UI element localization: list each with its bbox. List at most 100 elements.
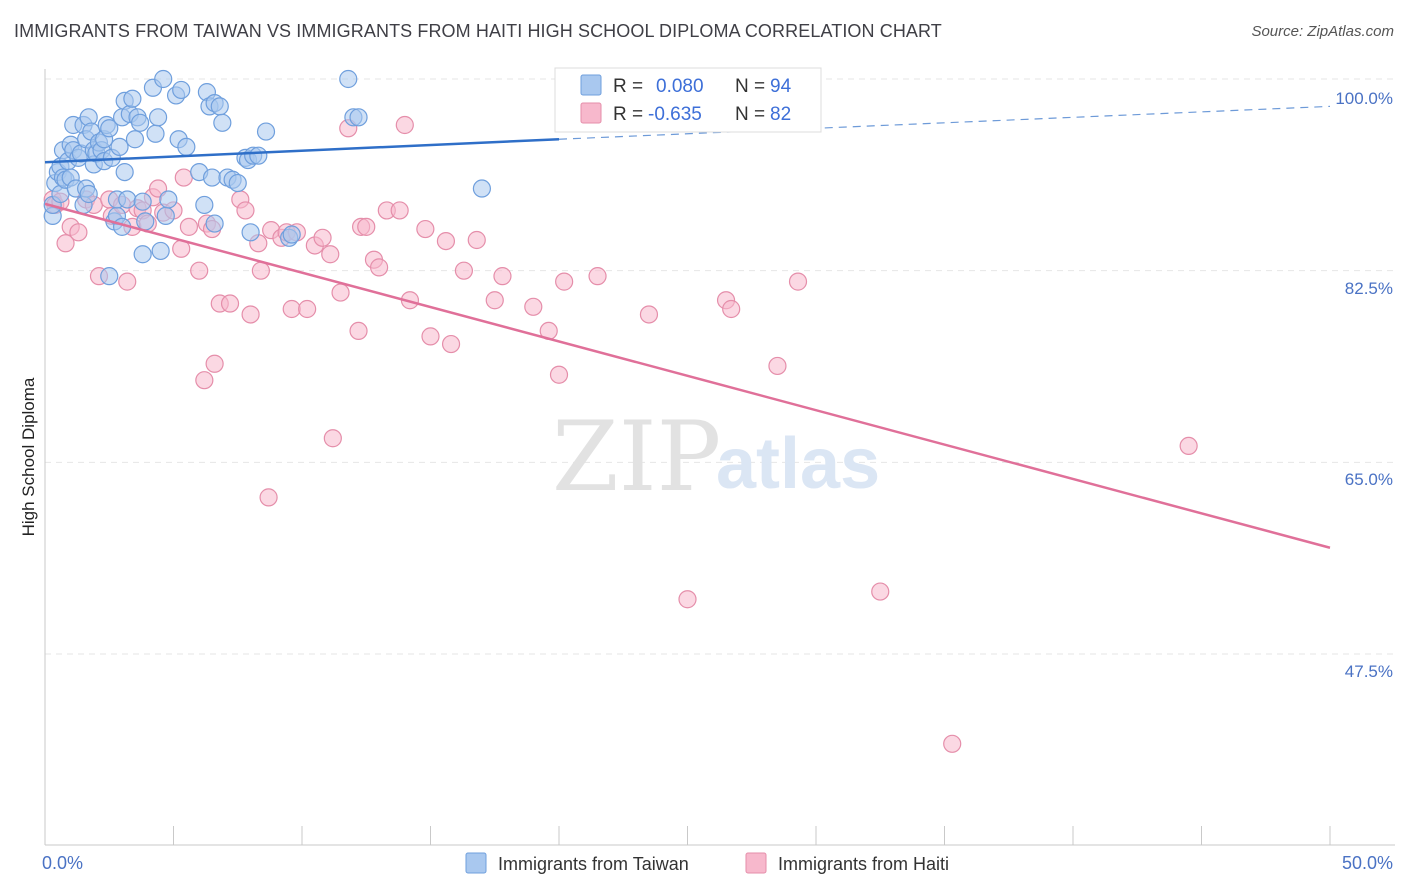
haiti-point bbox=[454, 261, 474, 280]
haiti-point bbox=[370, 258, 389, 277]
haiti-point bbox=[421, 327, 440, 346]
taiwan-point bbox=[100, 267, 119, 286]
taiwan-point bbox=[133, 192, 152, 211]
taiwan-point bbox=[282, 225, 301, 244]
haiti-point bbox=[259, 488, 278, 507]
taiwan-point bbox=[133, 245, 152, 264]
taiwan-point bbox=[256, 122, 276, 141]
haiti-point bbox=[56, 234, 75, 253]
haiti-point bbox=[205, 354, 224, 373]
haiti-point bbox=[251, 261, 270, 280]
taiwan-point bbox=[213, 113, 232, 132]
y-tick-label: 100.0% bbox=[1335, 89, 1393, 108]
y-axis-tick-labels: 100.0% 82.5% 65.0% 47.5% bbox=[1335, 89, 1393, 681]
haiti-series bbox=[43, 115, 1198, 753]
taiwan-point bbox=[228, 173, 247, 193]
chart-title: IMMIGRANTS FROM TAIWAN VS IMMIGRANTS FRO… bbox=[14, 21, 942, 41]
legend-haiti-swatch bbox=[745, 852, 767, 874]
taiwan-point bbox=[125, 130, 145, 149]
haiti-point bbox=[241, 305, 260, 324]
haiti-point bbox=[313, 228, 332, 247]
taiwan-point bbox=[339, 69, 358, 89]
y-tick-label: 65.0% bbox=[1345, 470, 1393, 489]
taiwan-point bbox=[110, 137, 129, 157]
taiwan-n-label: N = bbox=[735, 76, 765, 97]
taiwan-point bbox=[130, 113, 150, 132]
haiti-point bbox=[282, 299, 301, 319]
taiwan-point bbox=[154, 69, 173, 89]
series-legend: Immigrants from Taiwan Immigrants from H… bbox=[465, 852, 949, 874]
haiti-point bbox=[441, 334, 461, 354]
haiti-point bbox=[788, 272, 808, 291]
taiwan-r-value: 0.080 bbox=[656, 76, 704, 97]
watermark-atlas: atlas bbox=[716, 424, 880, 504]
haiti-point bbox=[69, 223, 88, 242]
haiti-point bbox=[467, 230, 486, 250]
taiwan-point bbox=[148, 108, 168, 127]
haiti-point bbox=[331, 283, 350, 302]
taiwan-trend-line bbox=[44, 137, 560, 164]
legend-taiwan-label: Immigrants from Taiwan bbox=[498, 854, 689, 874]
haiti-point bbox=[298, 299, 317, 319]
haiti-point bbox=[871, 582, 890, 601]
taiwan-n-value: 94 bbox=[770, 76, 792, 97]
haiti-point bbox=[549, 365, 569, 384]
haiti-point bbox=[524, 297, 543, 316]
taiwan-point bbox=[205, 214, 224, 233]
taiwan-point bbox=[195, 195, 214, 215]
haiti-point bbox=[436, 231, 456, 251]
haiti-point bbox=[390, 201, 409, 220]
haiti-point bbox=[323, 429, 342, 448]
taiwan-point bbox=[100, 119, 119, 138]
taiwan-point bbox=[241, 223, 260, 242]
taiwan-point bbox=[172, 80, 191, 100]
haiti-point bbox=[768, 356, 787, 376]
taiwan-point bbox=[123, 89, 142, 108]
haiti-point bbox=[395, 115, 414, 135]
haiti-point bbox=[236, 201, 255, 220]
haiti-point bbox=[555, 272, 574, 291]
taiwan-point bbox=[159, 190, 178, 209]
haiti-point bbox=[179, 217, 199, 236]
haiti-point bbox=[357, 217, 376, 236]
x-axis-tick-marks bbox=[44, 826, 1331, 845]
haiti-point bbox=[639, 305, 659, 324]
taiwan-point bbox=[115, 162, 134, 182]
haiti-point bbox=[678, 590, 697, 609]
taiwan-point bbox=[118, 190, 137, 209]
haiti-point bbox=[174, 168, 193, 187]
stats-legend: R = 0.080 N = 94 R = -0.635 N = 82 bbox=[554, 67, 822, 133]
taiwan-point bbox=[146, 124, 165, 143]
taiwan-point bbox=[177, 137, 196, 157]
haiti-point bbox=[485, 291, 504, 310]
taiwan-series bbox=[43, 69, 491, 286]
taiwan-point bbox=[136, 212, 155, 231]
taiwan-point bbox=[156, 206, 175, 226]
haiti-point bbox=[588, 267, 607, 286]
taiwan-trend-extension bbox=[558, 105, 1331, 140]
haiti-r-label: R = bbox=[613, 104, 643, 125]
haiti-point bbox=[195, 371, 214, 390]
x-tick-label-max: 50.0% bbox=[1342, 853, 1393, 873]
taiwan-legend-swatch bbox=[580, 74, 602, 96]
taiwan-point bbox=[79, 184, 98, 204]
x-tick-label-min: 0.0% bbox=[42, 853, 83, 873]
haiti-trend-line bbox=[44, 202, 1331, 549]
taiwan-point bbox=[210, 97, 229, 116]
taiwan-point bbox=[151, 241, 170, 261]
haiti-point bbox=[493, 267, 512, 286]
haiti-point bbox=[220, 294, 240, 313]
haiti-point bbox=[1179, 436, 1198, 456]
haiti-point bbox=[349, 321, 368, 341]
haiti-point bbox=[321, 245, 340, 264]
taiwan-point bbox=[202, 168, 222, 187]
haiti-r-value: -0.635 bbox=[648, 104, 702, 125]
chart-source: Source: ZipAtlas.com bbox=[1251, 23, 1394, 40]
y-tick-label: 82.5% bbox=[1345, 279, 1393, 298]
haiti-n-label: N = bbox=[735, 104, 765, 125]
trend-lines bbox=[44, 105, 1331, 549]
y-tick-label: 47.5% bbox=[1345, 662, 1393, 681]
watermark-zip: ZIP bbox=[552, 401, 721, 513]
taiwan-r-label: R = bbox=[613, 76, 643, 97]
